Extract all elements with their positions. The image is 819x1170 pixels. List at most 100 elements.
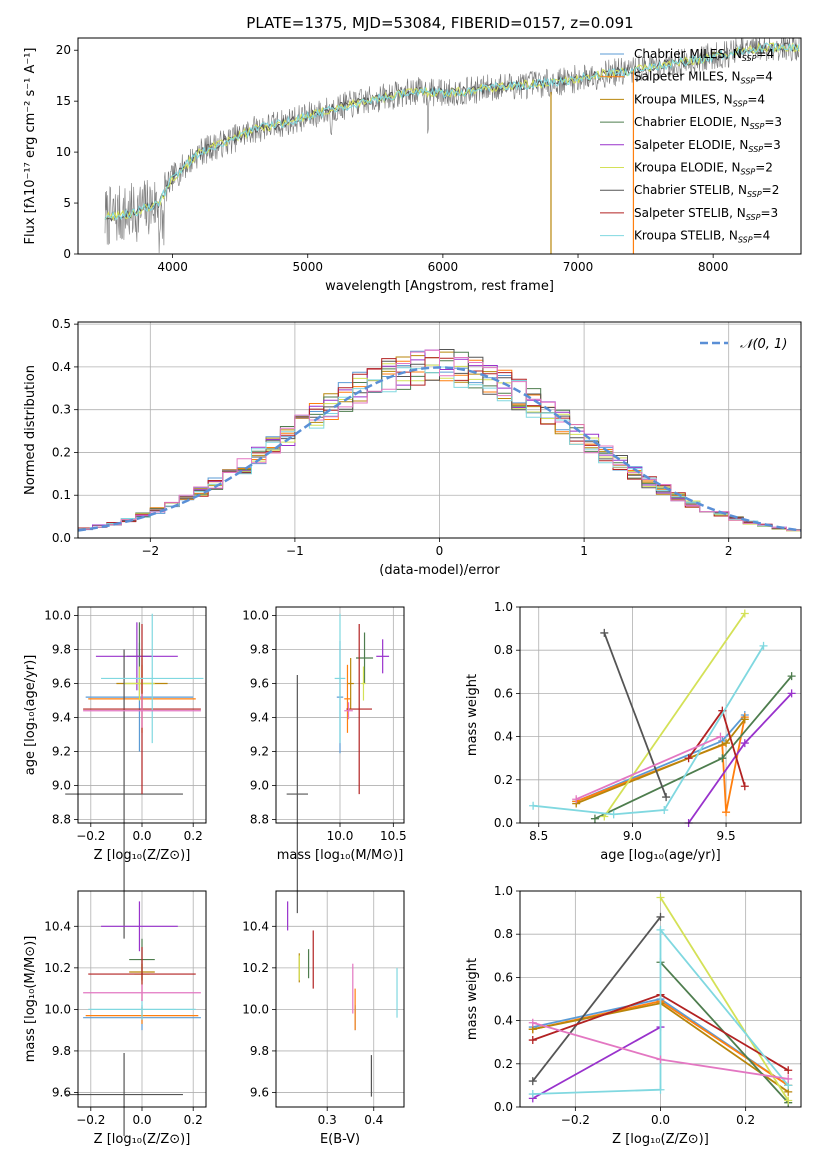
spectrum-legend-label: Kroupa STELIB, NSSP=4 [634,229,770,245]
spectrum-legend-label: Kroupa ELODIE, NSSP=2 [634,161,773,177]
spectrum-ytick-label: 10 [56,145,71,159]
normal-curve [77,366,802,532]
weight-vs-age-point [529,801,538,810]
age-vs-mass-frame [275,606,405,824]
age-vs-mass-ytick-label: 8.8 [250,813,269,827]
spectrum-data-line [104,38,800,254]
mass-vs-z-ytick-label: 9.8 [52,1044,71,1058]
age-vs-z-xtick-label: −0.2 [76,829,105,843]
spectrum-legend-label: Salpeter ELODIE, NSSP=3 [634,138,781,154]
spectrum-legend-label: Chabrier ELODIE, NSSP=3 [634,115,782,131]
residuals-axes: −2 −1 0 1 2 0.0 0.1 0.2 0.3 0.4 0.5 (data-model)/er… [23,317,801,578]
age-vs-mass-ytick-label: 9.2 [250,745,269,759]
weight-vs-z-series-line [532,916,662,1082]
weight-vs-z-xlabel: Z [log₁₀(Z/Z⊙)] [612,1132,709,1147]
residuals-ytick-label: 0.4 [52,360,71,374]
weight-vs-z-point [656,893,665,902]
weight-vs-z-ylabel: mass weight [465,958,480,1040]
residuals-ylabel: Normed distribution [23,365,38,495]
spectrum-xtick-label: 5000 [292,260,323,274]
weight-vs-age-series-line [575,717,746,813]
spectrum-xtick-label: 8000 [698,260,729,274]
age-vs-z-xtick-label: 0.2 [184,829,203,843]
mass-vs-z-ylabel: mass [log₁₀(M/M⊙)] [23,936,38,1063]
age-vs-mass-ytick-label: 9.8 [250,643,269,657]
mass-vs-ebv-xtick-label: 0.3 [318,1113,337,1127]
weight-vs-age-xtick-label: 9.5 [717,829,736,843]
spectrum-legend-label: Chabrier STELIB, NSSP=2 [634,183,779,199]
weight-vs-z-point [528,1018,537,1027]
weight-vs-z-ytick-label: 0.6 [494,970,513,984]
mass-vs-z-ytick-label: 9.6 [52,1085,71,1099]
age-vs-z-ytick-label: 9.2 [52,745,71,759]
weight-vs-z-series-line [532,1026,661,1100]
residuals-ytick-label: 0.3 [52,403,71,417]
spectrum-xtick-label: 7000 [563,260,594,274]
weight-vs-age-series-line [594,675,793,820]
mass-vs-ebv-frame [275,890,405,1108]
weight-vs-age-point [722,808,731,817]
weight-vs-age-point [740,609,749,618]
mass-vs-z-xtick-label: 0.2 [184,1113,203,1127]
residuals-xtick-label: −2 [141,544,159,558]
weight-vs-z-point [784,1074,793,1083]
mass-vs-z-axes: −0.2 0.0 0.2 9.6 9.8 10.0 10.2 10.4 Z [log₁₀(Z/Z… [23,891,206,1147]
weight-vs-age-ytick-label: 0.4 [494,730,513,744]
weight-vs-z-xtick-label: 0.2 [736,1113,755,1127]
weight-vs-age-point [600,628,609,637]
mass-vs-z-xtick-label: −0.2 [76,1113,105,1127]
age-vs-z-xtick-label: 0.0 [132,829,151,843]
weight-vs-age-xtick-label: 8.5 [529,829,548,843]
residuals-frame [77,321,802,539]
mass-vs-z-xtick-label: 0.0 [132,1113,151,1127]
weight-vs-age-point [572,795,581,804]
mass-vs-ebv-xlabel: E(B-V) [320,1132,360,1147]
age-vs-mass-xtick-label: 10.0 [327,829,354,843]
spectrum-legend-label: Salpeter MILES, NSSP=4 [634,70,773,86]
mass-vs-z-frame [77,890,207,1108]
weight-vs-z-axes: −0.2 0.0 0.2 0.0 0.2 0.4 0.6 0.8 1.0 Z [log₁₀(Z/Z… [465,884,801,1147]
mass-vs-z-xlabel: Z [log₁₀(Z/Z⊙)] [94,1132,191,1147]
mass-vs-ebv-axes: 0.3 0.4 9.6 9.8 10.0 10.2 10.4 E(B-V) [242,891,404,1147]
age-vs-z-ylabel: age [log₁₀(age/yr)] [23,655,38,776]
age-vs-mass-axes: 10.0 10.5 8.8 9.0 9.2 9.4 9.6 9.8 10.0 mass [log₁… [242,607,407,863]
age-vs-z-axes: −0.2 0.0 0.2 8.8 9.0 9.2 9.4 9.6 9.8 10.0 Z [log₁₀… [23,607,206,863]
residuals-legend-label: 𝒩(0, 1) [740,337,787,352]
age-vs-z-ytick-label: 9.8 [52,643,71,657]
weight-vs-z-ytick-label: 0.2 [494,1057,513,1071]
weight-vs-age-point [740,715,749,724]
weight-vs-age-ytick-label: 0.0 [494,816,513,830]
weight-vs-z-xtick-label: 0.0 [651,1113,670,1127]
weight-vs-age-point [787,672,796,681]
weight-vs-age-ytick-label: 0.2 [494,773,513,787]
residuals-ytick-label: 0.2 [52,445,71,459]
age-vs-mass-ytick-label: 9.6 [250,677,269,691]
weight-vs-age-frame [519,606,802,824]
weight-vs-age-point [722,739,731,748]
residuals-xtick-label: −1 [286,544,304,558]
weight-vs-age-series-line [603,612,746,818]
residuals-xlabel: (data-model)/error [379,563,500,578]
spectrum-xtick-label: 6000 [428,260,459,274]
residuals-xtick-label: 0 [436,544,444,558]
age-vs-z-ytick-label: 10.0 [44,609,71,623]
weight-vs-z-point [656,1055,665,1064]
mass-vs-z-ytick-label: 10.0 [44,1002,71,1016]
age-vs-z-ytick-label: 9.0 [52,779,71,793]
mass-vs-ebv-ytick-label: 10.4 [242,919,269,933]
weight-vs-age-point [759,641,768,650]
weight-vs-age-point [718,754,727,763]
spectrum-ytick-label: 20 [56,43,71,57]
weight-vs-z-point [784,1066,793,1075]
weight-vs-age-point [716,732,725,741]
weight-vs-age-axes: 8.5 9.0 9.5 0.0 0.2 0.4 0.6 0.8 1.0 age [log₁₀(ag… [465,600,801,863]
spectrum-model-line [104,42,800,221]
weight-vs-age-ytick-label: 1.0 [494,600,513,614]
weight-vs-z-series-line [532,927,789,1095]
mass-vs-z-ytick-label: 10.2 [44,961,71,975]
weight-vs-age-point [609,810,618,819]
weight-vs-z-point [784,1096,793,1105]
weight-vs-z-series-line [659,897,789,1101]
weight-vs-z-point [656,925,665,934]
